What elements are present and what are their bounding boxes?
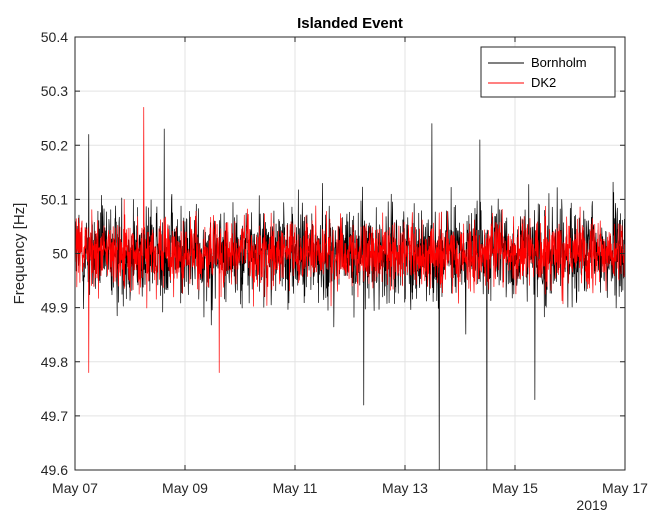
y-tick-label: 49.8 — [41, 354, 68, 370]
axis-ticks: 49.6 49.7 49.8 49.9 50 50.1 50.2 50.3 50.4 May 07… — [41, 29, 648, 496]
x-tick-label: May 17 — [602, 480, 648, 496]
series-line-dk2 — [74, 107, 626, 373]
y-tick-label: 50 — [52, 246, 68, 262]
x-secondary-label: 2019 — [576, 497, 607, 513]
legend-label-dk2: DK2 — [531, 75, 556, 90]
chart-title: Islanded Event — [297, 15, 403, 32]
legend: Bornholm DK2 — [480, 46, 616, 98]
y-tick-label: 50.1 — [41, 191, 68, 207]
y-tick-label: 50.3 — [41, 83, 68, 99]
y-tick-label: 49.9 — [41, 300, 68, 316]
x-tick-label: May 11 — [273, 480, 318, 496]
y-tick-label: 49.6 — [41, 462, 68, 478]
y-tick-label: 50.4 — [41, 29, 68, 45]
legend-box — [480, 46, 616, 98]
x-tick-label: May 15 — [492, 480, 538, 496]
legend-label-bornholm: Bornholm — [531, 55, 587, 70]
y-axis-label: Frequency [Hz] — [11, 203, 28, 305]
y-tick-label: 50.2 — [41, 137, 68, 153]
x-tick-label: May 07 — [52, 480, 98, 496]
series-layer — [74, 107, 626, 471]
y-tick-label: 49.7 — [41, 408, 68, 424]
x-tick-label: May 13 — [382, 480, 428, 496]
x-tick-label: May 09 — [162, 480, 208, 496]
